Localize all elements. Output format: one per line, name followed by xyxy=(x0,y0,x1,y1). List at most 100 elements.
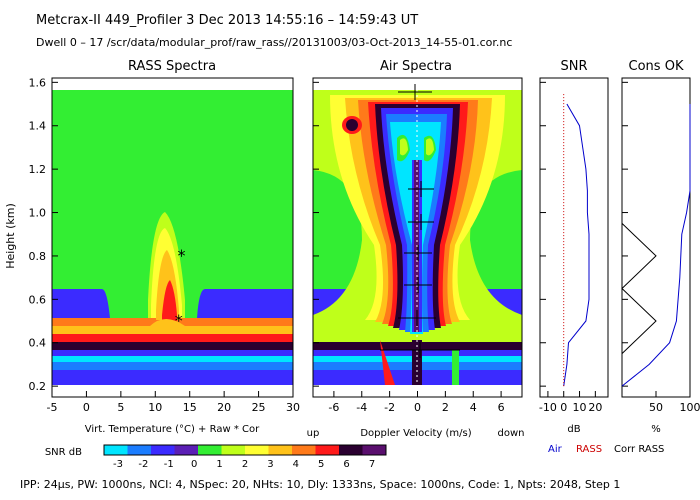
cons-panel-title: Cons OK xyxy=(629,59,684,74)
height-tick-label: 1.6 xyxy=(29,76,47,89)
rass-band-dark xyxy=(52,342,293,350)
colorbar-frame xyxy=(103,444,387,456)
rass-xtick-label: 30 xyxy=(286,401,300,414)
air-peak-crosses xyxy=(380,84,460,358)
header-dwell-path: Dwell 0 – 17 /scr/data/modular_prof/raw_… xyxy=(36,36,512,49)
snr-xaxis-label: dB xyxy=(567,424,580,435)
snr-xtick-label: 10 xyxy=(573,401,587,414)
air-core-right-inner xyxy=(426,138,434,156)
air-stem xyxy=(412,340,422,385)
colorbar-tick-label: 4 xyxy=(293,459,299,470)
rass-band-amber xyxy=(52,319,293,334)
rass-panel-title: RASS Spectra xyxy=(128,59,216,74)
colorbar-swatch xyxy=(198,445,222,455)
rass-xtick-label: 25 xyxy=(252,401,266,414)
air-xtick-label: 6 xyxy=(498,401,505,414)
cons-xtick-label: 50 xyxy=(649,401,663,414)
air-xtick-label: 2 xyxy=(442,401,449,414)
cons-xtick-label: 100 xyxy=(680,401,700,414)
height-tick-label: 0.4 xyxy=(29,337,47,350)
rass-marker-layer: ** xyxy=(175,246,186,330)
rass-band-cyan xyxy=(52,356,293,362)
air-xaxis-label: Doppler Velocity (m/s) xyxy=(360,428,471,439)
air-xtick-label: 0 xyxy=(414,401,421,414)
rass-xtick-label: 15 xyxy=(183,401,197,414)
air-core-left-inner xyxy=(400,138,408,156)
rass-peak-marker: * xyxy=(175,311,183,330)
header-title: Metcrax-II 449_Profiler 3 Dec 2013 14:55… xyxy=(36,13,418,28)
colorbar-tick-label: 1 xyxy=(216,459,222,470)
air-spectra-heatmap xyxy=(313,84,522,385)
colorbar-swatch xyxy=(174,445,199,455)
snr-xtick-label: 20 xyxy=(588,401,602,414)
snr-colorbar: -3 -2 -1 0 1 2 3 4 5 6 7 xyxy=(103,444,387,470)
rass-xtick-label: 0 xyxy=(83,401,90,414)
height-tick-label: 1.0 xyxy=(29,207,47,220)
colorbar-swatch xyxy=(245,445,269,455)
air-spike-green xyxy=(452,350,459,385)
colorbar-swatch xyxy=(268,445,293,455)
axes-layer: -5 0 5 10 15 20 25 30 -6 -4 -2 0 2 4 6 -10 0 10 20 50 1000.2… xyxy=(29,76,700,414)
rass-spectra-heatmap: ** xyxy=(52,90,293,385)
rass-plume-red xyxy=(162,280,177,322)
colorbar-swatch xyxy=(292,445,316,455)
colorbar-swatch xyxy=(127,445,152,455)
rass-xtick-label: 10 xyxy=(148,401,162,414)
rass-xaxis-label: Virt. Temperature (°C) + Raw * Cor xyxy=(85,424,260,435)
rass-frame xyxy=(51,77,294,398)
air-xaxis-down-label: down xyxy=(498,428,525,439)
height-tick-label: 0.2 xyxy=(29,380,47,393)
air-xtick-label: -6 xyxy=(328,401,339,414)
rass-right-lobe xyxy=(197,289,293,318)
rass-band-blue xyxy=(52,362,293,370)
air-xaxis-up-label: up xyxy=(307,428,320,439)
rass-band-bottom xyxy=(52,370,293,385)
height-tick-label: 1.2 xyxy=(29,163,47,176)
cons-xaxis-label: % xyxy=(651,424,661,435)
height-tick-label: 0.6 xyxy=(29,293,47,306)
rass-peak-marker: * xyxy=(177,246,185,265)
legend-corr-rass: Corr RASS xyxy=(614,444,664,455)
snr-frame xyxy=(539,77,609,398)
colorbar-swatch xyxy=(104,445,128,455)
colorbar-tick-label: 7 xyxy=(369,459,375,470)
height-tick-label: 1.4 xyxy=(29,120,47,133)
colorbar-swatch xyxy=(315,445,340,455)
colorbar-tick-label: -1 xyxy=(164,459,174,470)
snr-xtick-label: -10 xyxy=(539,401,557,414)
rass-xtick-label: 20 xyxy=(217,401,231,414)
air-blob-dark xyxy=(346,119,358,131)
height-tick-label: 0.8 xyxy=(29,250,47,263)
snr-panel-title: SNR xyxy=(560,59,587,74)
cons-air-line xyxy=(621,104,691,387)
legend-air: Air xyxy=(548,444,563,455)
colorbar-swatch xyxy=(221,445,246,455)
rass-xtick-label: 5 xyxy=(117,401,124,414)
cons-frame xyxy=(621,77,691,398)
colorbar-swatch xyxy=(362,445,387,455)
rass-band-red xyxy=(52,334,293,342)
rass-band-indigo xyxy=(52,350,293,356)
air-panel-title: Air Spectra xyxy=(380,59,452,74)
air-xtick-label: -4 xyxy=(356,401,367,414)
snr-air-line xyxy=(563,103,590,387)
footer-parameters: IPP: 24µs, PW: 1000ns, NCI: 4, NSpec: 20… xyxy=(20,478,620,491)
air-xtick-label: -2 xyxy=(384,401,395,414)
colorbar-tick-label: 2 xyxy=(242,459,248,470)
cons-corr-rass-line xyxy=(621,223,657,354)
rass-xtick-label: -5 xyxy=(47,401,58,414)
colorbar-label: SNR dB xyxy=(45,447,82,458)
colorbar-tick-label: 5 xyxy=(318,459,324,470)
profile-lines-layer xyxy=(563,93,691,387)
legend: Air RASS Corr RASS xyxy=(548,444,664,455)
rass-left-lobe xyxy=(52,289,110,318)
air-spike-red xyxy=(380,340,395,385)
colorbar-swatch xyxy=(339,445,363,455)
colorbar-tick-label: -2 xyxy=(138,459,148,470)
snr-xtick-label: 0 xyxy=(560,401,567,414)
colorbar-tick-label: -3 xyxy=(113,459,123,470)
colorbar-tick-label: 6 xyxy=(343,459,349,470)
legend-rass: RASS xyxy=(576,444,602,455)
colorbar-swatch xyxy=(151,445,175,455)
